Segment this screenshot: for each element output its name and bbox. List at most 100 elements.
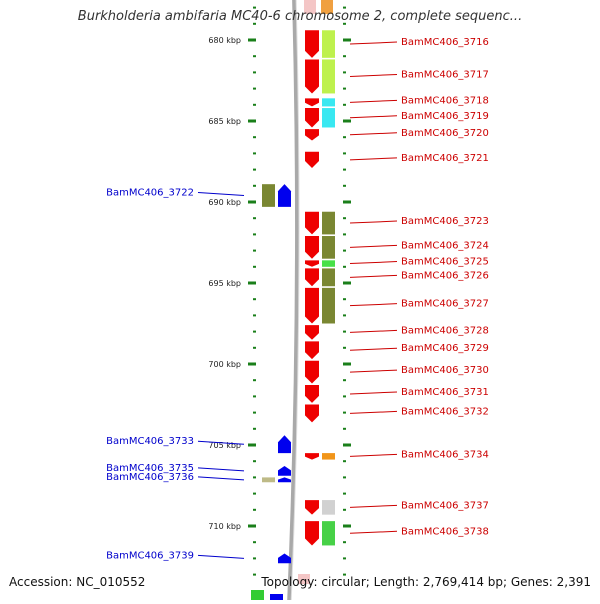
major-tick-right [343,200,351,204]
cog-block [322,98,335,107]
gene-label-leader [197,440,245,445]
scale-dot-right [343,492,346,495]
scale-dot-right [343,71,346,74]
scale-dot-right [343,87,346,90]
gene-arrow-forward [305,108,319,128]
gene-label-leader [349,504,398,508]
gene-label: BamMC406_3717 [401,69,489,80]
gene-label-leader [197,554,245,559]
scale-dot-right [343,217,346,220]
major-tick-left [248,38,256,42]
gene-label: BamMC406_3721 [401,153,489,164]
gene-label-leader [349,530,398,534]
scale-label: 685 kbp [208,117,241,126]
accession-text: Accession: NC_010552 [9,575,146,589]
scale-dot-left [253,330,256,333]
scale-dot-left [253,379,256,382]
scale-dot-left [253,152,256,155]
scale-dot-right [343,411,346,414]
scale-label: 695 kbp [208,279,241,288]
gene-arrow-forward [305,500,319,515]
scale-dot-left [253,508,256,511]
scale-dot-left [253,184,256,187]
scale-dot-right [343,136,346,139]
gene-label: BamMC406_3734 [401,449,489,460]
gene-label: BamMC406_3735 [106,463,194,474]
scale-dot-right [343,233,346,236]
gene-label: BamMC406_3737 [401,500,489,511]
gene-label-leader [349,274,398,278]
scale-dot-right [343,508,346,511]
gene-label: BamMC406_3718 [401,95,489,106]
gene-arrow-forward [305,98,319,107]
scale-dot-left [253,103,256,106]
gene-arrow-reverse [278,477,291,483]
gene-label-leader [349,261,398,265]
gene-arrow-forward [305,151,319,168]
gene-label-leader [349,73,398,77]
gene-label-leader [349,115,398,119]
cog-block [322,500,335,515]
scale-dot-right [343,298,346,301]
scale-label: 710 kbp [208,522,241,531]
scale-dot-right [343,314,346,317]
scale-dot-left [253,492,256,495]
scale-dot-right [343,22,346,25]
gene-label: BamMC406_3733 [106,436,194,447]
scale-dot-right [343,427,346,430]
gene-label-leader [349,132,398,136]
gene-label-leader [349,220,398,224]
gene-label-leader [349,244,398,248]
cog-block [322,453,335,460]
gene-label-leader [197,476,245,481]
scale-dot-left [253,573,256,576]
gene-label-leader [349,347,398,351]
cog-block [322,211,335,235]
scale-dot-left [253,298,256,301]
gene-arrow-forward [305,30,319,58]
scale-dot-right [343,265,346,268]
cog-block [262,184,275,207]
gene-arrow-forward [305,287,319,324]
gene-arrow-reverse [278,184,291,207]
gene-arrow-reverse [278,435,291,454]
gene-label: BamMC406_3729 [401,343,489,354]
cog-block [322,287,335,324]
gene-arrow-forward [305,341,319,360]
major-tick-right [343,443,351,447]
scale-dot-right [343,460,346,463]
scale-dot-left [253,460,256,463]
scale-dot-left [253,346,256,349]
gene-label: BamMC406_3725 [401,257,489,268]
gene-arrow-reverse [278,466,291,476]
gene-label: BamMC406_3731 [401,387,489,398]
scale-dot-left [253,233,256,236]
gene-label-leader [197,192,245,197]
gene-label: BamMC406_3732 [401,406,489,417]
scale-dot-left [253,476,256,479]
gene-label-leader [349,391,398,395]
gene-label: BamMC406_3716 [401,37,489,48]
scale-dot-left [253,87,256,90]
scale-dot-right [343,103,346,106]
gene-label-leader [349,41,398,45]
scale-dot-left [253,217,256,220]
gene-label-leader [349,99,398,103]
gene-label: BamMC406_3720 [401,128,489,139]
gene-label-leader [349,303,398,307]
map-title: Burkholderia ambifaria MC40-6 chromosome… [77,9,523,24]
major-tick-left [248,281,256,285]
gene-label-leader [349,453,398,457]
gene-label-leader [197,467,245,472]
gene-label: BamMC406_3722 [106,188,194,199]
gene-arrow-forward-partial [298,574,310,584]
scale-dot-left [253,427,256,430]
scale-dot-left [253,557,256,560]
gene-label: BamMC406_3724 [401,240,489,251]
scale-dot-right [343,168,346,171]
gene-label: BamMC406_3728 [401,325,489,336]
gene-arrow-forward [305,385,319,403]
gene-arrow-forward [305,325,319,340]
backbone-highlight [290,0,300,604]
gene-label: BamMC406_3727 [401,299,489,310]
